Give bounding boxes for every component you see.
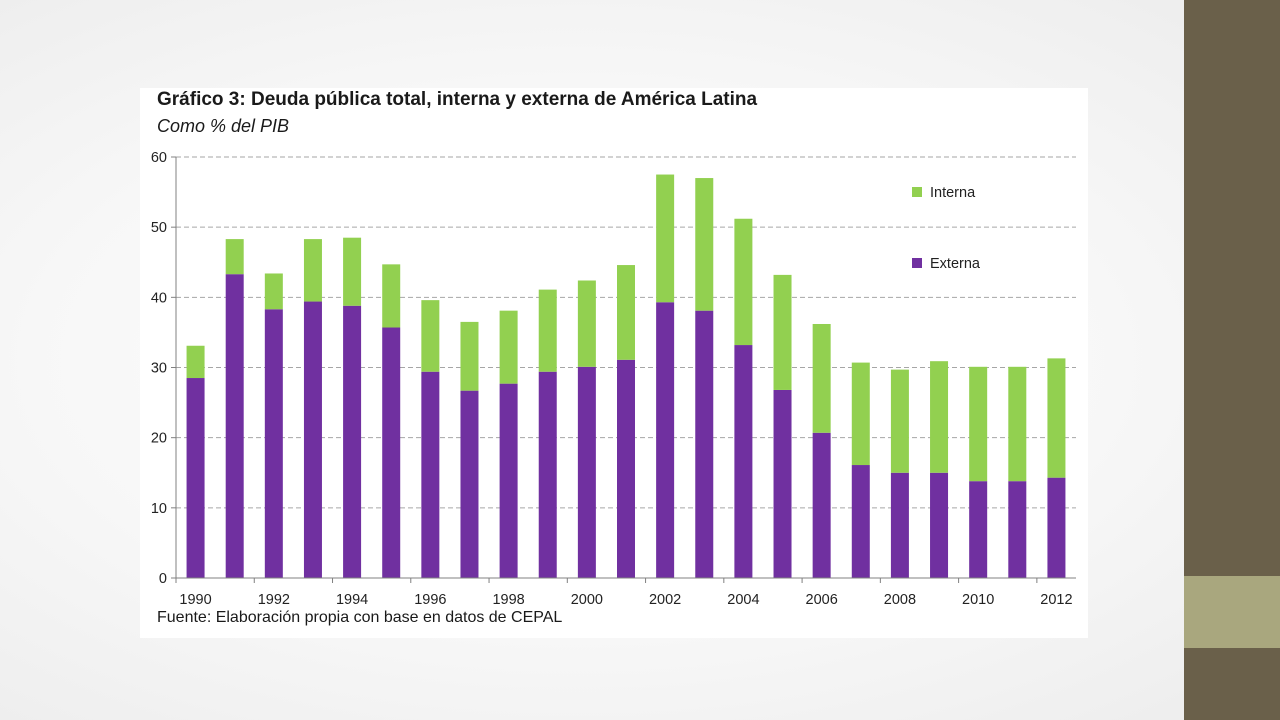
y-tick-label: 20	[151, 431, 167, 447]
x-tick-label: 2002	[649, 592, 681, 608]
bar-externa	[577, 366, 596, 578]
bar-externa	[930, 472, 949, 578]
chart-figure: 0 10 20 30 40 50 60 1990 1992 1994 1996 1998 2000 200…	[140, 88, 1088, 638]
bar-externa	[303, 301, 322, 578]
bar-interna	[382, 264, 401, 328]
x-tick-label: 2000	[571, 592, 603, 608]
bar-interna	[303, 239, 322, 302]
bar-externa	[734, 345, 753, 578]
bar-interna	[460, 321, 479, 391]
bar-externa	[225, 274, 244, 578]
bar-externa	[812, 432, 831, 578]
bar-externa	[1047, 477, 1066, 578]
bar-externa	[890, 472, 909, 578]
y-tick-label: 30	[151, 361, 167, 377]
chart-subtitle: Como % del PIB	[157, 116, 290, 136]
x-tick-label: 2012	[1040, 592, 1072, 608]
x-tick-label: 2008	[884, 592, 916, 608]
bar-externa	[617, 359, 635, 578]
bar-interna	[499, 310, 518, 384]
bar-interna	[421, 300, 440, 372]
y-tick-label: 40	[151, 290, 167, 306]
y-tick-label: 60	[151, 150, 167, 166]
bar-interna	[812, 323, 831, 433]
bar-interna	[969, 366, 988, 482]
x-tick-label: 1990	[179, 592, 211, 608]
bar-externa	[695, 310, 714, 578]
bar-externa	[421, 371, 440, 578]
bar-externa	[656, 302, 675, 578]
bar-interna	[695, 178, 714, 311]
y-tick-label: 10	[151, 501, 167, 517]
bar-interna	[851, 362, 870, 466]
bar-interna	[1008, 366, 1027, 482]
bar-interna	[577, 280, 596, 367]
slide-side-accent	[1184, 576, 1280, 648]
legend: Interna Externa	[912, 185, 981, 272]
bar-externa	[382, 327, 401, 578]
x-tick-label: 2010	[962, 592, 994, 608]
bar-interna	[656, 174, 675, 303]
bar-externa	[264, 309, 283, 578]
bar-externa	[1008, 481, 1027, 578]
bar-externa	[499, 383, 518, 578]
chart-source: Fuente: Elaboración propia con base en d…	[157, 609, 563, 626]
y-tick-label: 0	[159, 571, 167, 587]
bar-externa	[538, 371, 557, 578]
bar-interna	[186, 345, 205, 379]
bar-interna	[1047, 358, 1066, 478]
bar-interna	[264, 273, 283, 310]
bars	[186, 174, 1066, 578]
y-tick-label: 50	[151, 220, 167, 236]
bar-interna	[538, 289, 557, 372]
bar-interna	[617, 265, 635, 360]
bar-externa	[851, 465, 870, 578]
bar-externa	[773, 389, 792, 578]
bar-interna	[225, 239, 244, 275]
bar-interna	[930, 361, 949, 473]
bar-externa	[343, 305, 362, 578]
legend-swatch-externa	[912, 258, 922, 268]
legend-swatch-interna	[912, 187, 922, 197]
x-tick-label: 2006	[806, 592, 838, 608]
x-tick-label: 1992	[258, 592, 290, 608]
legend-label-interna: Interna	[930, 185, 976, 201]
axes: 0 10 20 30 40 50 60 1990 1992 1994 1996 1998 2000 200…	[151, 150, 1076, 608]
bar-externa	[460, 390, 479, 578]
x-tick-label: 2004	[727, 592, 759, 608]
chart-canvas: 0 10 20 30 40 50 60 1990 1992 1994 1996 1998 2000 200…	[151, 150, 1076, 608]
bar-interna	[890, 369, 909, 473]
bar-interna	[773, 274, 792, 390]
bar-interna	[343, 237, 362, 306]
chart-title: Gráfico 3: Deuda pública total, interna …	[157, 89, 758, 110]
bar-externa	[969, 481, 988, 578]
legend-label-externa: Externa	[930, 256, 981, 272]
bar-interna	[734, 218, 753, 346]
x-tick-label: 1998	[492, 592, 524, 608]
x-tick-label: 1994	[336, 592, 368, 608]
bar-externa	[186, 378, 205, 578]
x-tick-label: 1996	[414, 592, 446, 608]
